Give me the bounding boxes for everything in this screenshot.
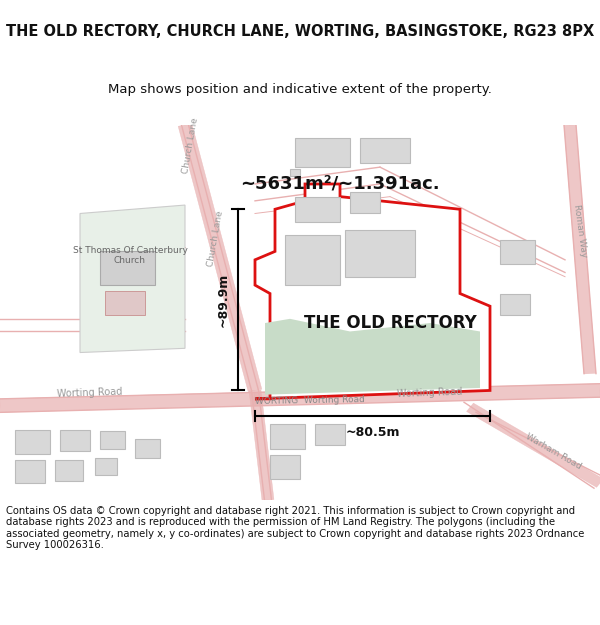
Text: Contains OS data © Crown copyright and database right 2021. This information is : Contains OS data © Crown copyright and d… <box>6 506 584 550</box>
Polygon shape <box>255 184 490 399</box>
Polygon shape <box>80 205 185 352</box>
FancyBboxPatch shape <box>285 234 340 285</box>
Polygon shape <box>249 390 274 501</box>
Polygon shape <box>0 392 255 412</box>
FancyBboxPatch shape <box>345 231 415 277</box>
Text: THE OLD RECTORY: THE OLD RECTORY <box>304 314 476 332</box>
FancyBboxPatch shape <box>360 138 410 163</box>
Text: Roman Way: Roman Way <box>572 203 588 258</box>
FancyBboxPatch shape <box>270 424 305 449</box>
Text: ~89.9m: ~89.9m <box>217 272 230 327</box>
Polygon shape <box>564 124 596 374</box>
FancyBboxPatch shape <box>135 439 160 458</box>
FancyBboxPatch shape <box>295 138 350 167</box>
Text: THE OLD RECTORY, CHURCH LANE, WORTING, BASINGSTOKE, RG23 8PX: THE OLD RECTORY, CHURCH LANE, WORTING, B… <box>6 24 594 39</box>
FancyBboxPatch shape <box>295 197 340 222</box>
FancyBboxPatch shape <box>315 424 345 445</box>
FancyBboxPatch shape <box>15 430 50 454</box>
Text: Worting Road: Worting Road <box>397 387 463 399</box>
Text: Church Lane: Church Lane <box>181 118 199 175</box>
FancyBboxPatch shape <box>500 241 535 264</box>
Polygon shape <box>467 403 600 488</box>
FancyBboxPatch shape <box>100 431 125 449</box>
Text: St Thomas Of Canterbury
Church: St Thomas Of Canterbury Church <box>73 246 187 266</box>
Text: Map shows position and indicative extent of the property.: Map shows position and indicative extent… <box>108 84 492 96</box>
Text: ~80.5m: ~80.5m <box>345 426 400 439</box>
FancyBboxPatch shape <box>290 169 300 176</box>
FancyBboxPatch shape <box>500 294 530 314</box>
Polygon shape <box>178 124 262 392</box>
Text: Church Lane: Church Lane <box>206 210 224 268</box>
Text: WORTING  Worting Road: WORTING Worting Road <box>255 395 365 406</box>
FancyBboxPatch shape <box>105 291 145 314</box>
Text: Warham Road: Warham Road <box>524 431 583 471</box>
FancyBboxPatch shape <box>270 456 300 479</box>
FancyBboxPatch shape <box>100 251 155 285</box>
FancyBboxPatch shape <box>55 461 83 481</box>
Text: Worting Road: Worting Road <box>57 387 123 399</box>
FancyBboxPatch shape <box>15 459 45 483</box>
FancyBboxPatch shape <box>95 458 117 475</box>
Text: ~5631m²/~1.391ac.: ~5631m²/~1.391ac. <box>240 175 440 193</box>
FancyBboxPatch shape <box>60 430 90 451</box>
FancyBboxPatch shape <box>350 192 380 214</box>
Polygon shape <box>265 319 480 394</box>
Polygon shape <box>255 384 600 406</box>
